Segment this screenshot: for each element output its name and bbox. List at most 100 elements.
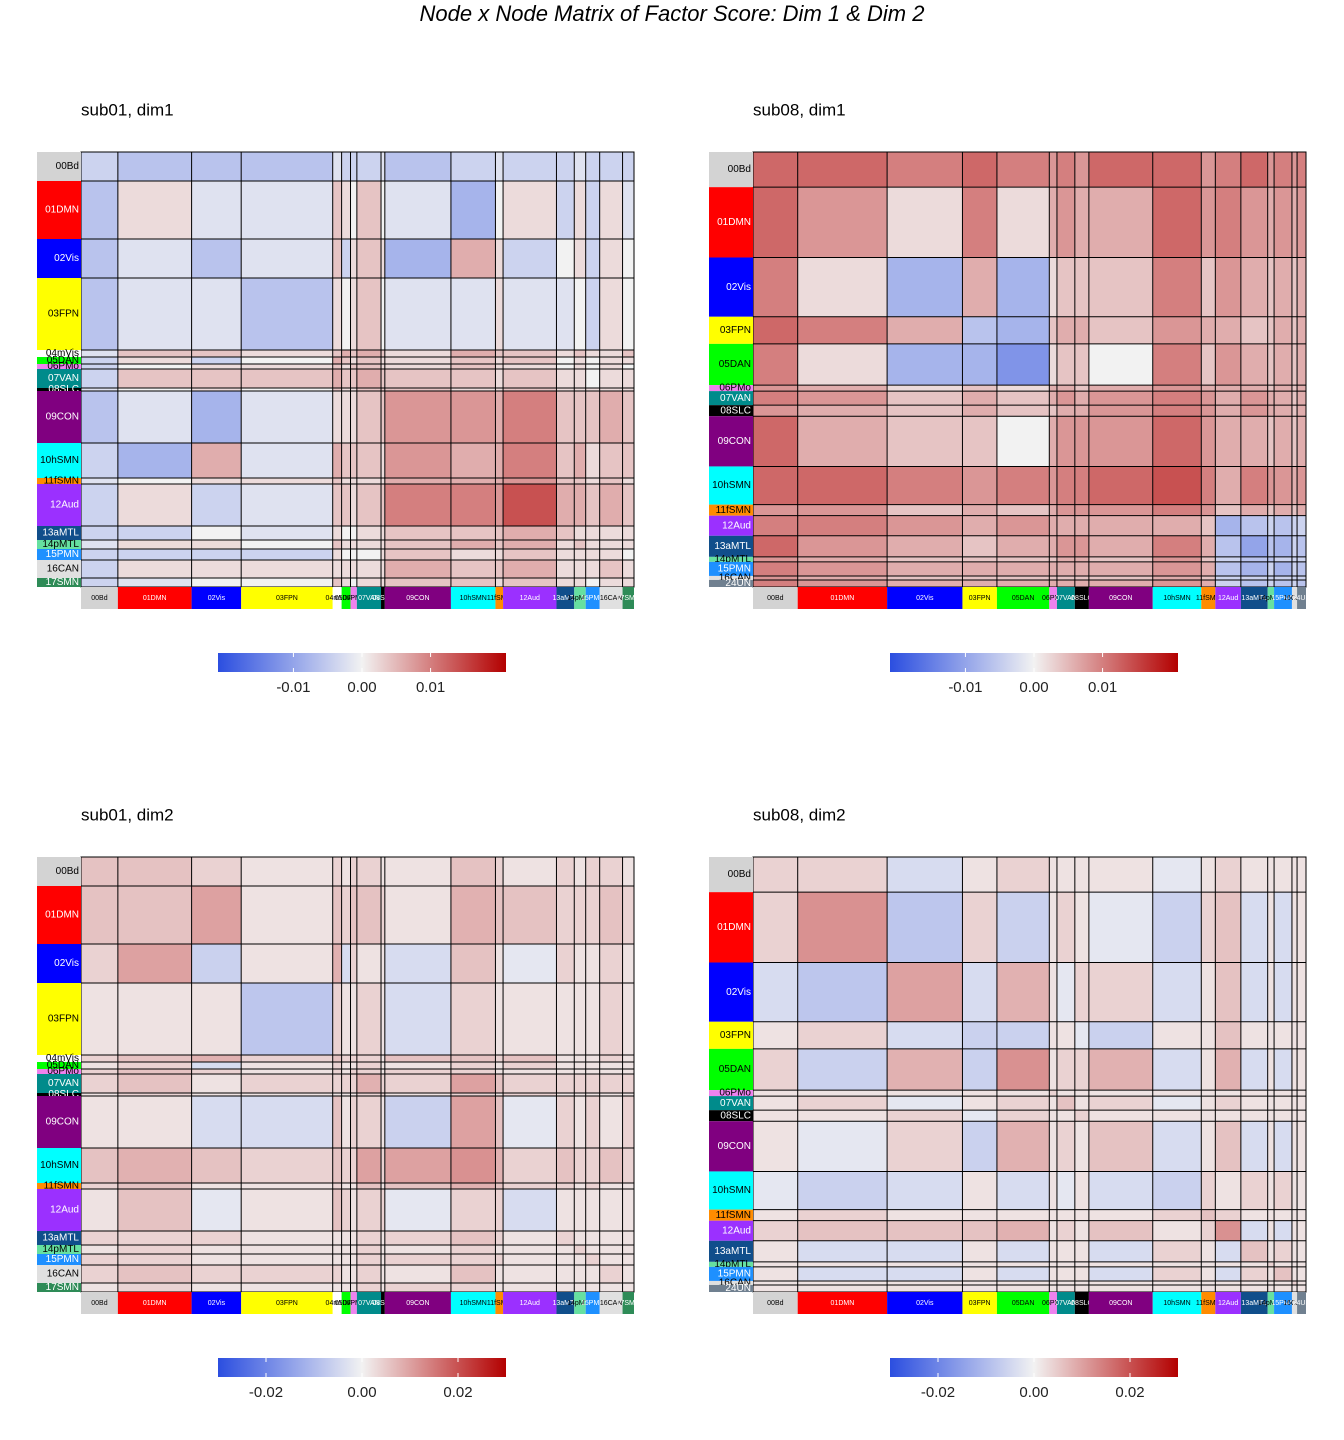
cell xyxy=(599,944,623,984)
cell xyxy=(585,350,600,358)
row-label: 10hSMN xyxy=(40,455,79,466)
cell xyxy=(1291,343,1298,386)
cell xyxy=(81,1055,119,1063)
row-label: 07VAN xyxy=(48,1078,79,1089)
row-label: 08SLC xyxy=(720,405,751,416)
cell xyxy=(332,1283,342,1293)
cell xyxy=(191,540,242,550)
row-label: 01DMN xyxy=(717,217,751,228)
cell xyxy=(495,152,504,182)
cell xyxy=(1240,1220,1268,1242)
col-label: 15PMN xyxy=(581,595,604,602)
cell xyxy=(1056,343,1076,386)
cell xyxy=(962,405,998,417)
cell xyxy=(1274,1048,1293,1091)
cell xyxy=(381,1231,386,1246)
colorbar-tick-label: 0.00 xyxy=(347,679,376,696)
col-label-box xyxy=(1297,1292,1306,1314)
cell xyxy=(81,1245,119,1255)
panel: sub08, dim200Bd00Bd01DMN01DMN02Vis02Vis0… xyxy=(709,805,1310,1401)
cell xyxy=(503,369,557,389)
cell xyxy=(241,1074,334,1094)
row-label-box xyxy=(37,1245,81,1254)
cell xyxy=(753,1280,798,1286)
cell xyxy=(332,364,342,370)
cell xyxy=(241,152,334,182)
cell xyxy=(996,1171,1050,1210)
cell xyxy=(384,239,452,279)
cell xyxy=(503,1148,557,1184)
row-label-box xyxy=(37,1231,81,1245)
cell xyxy=(1152,343,1202,386)
cell xyxy=(450,443,496,479)
cell xyxy=(622,1265,635,1284)
col-label-box xyxy=(350,587,357,609)
cell xyxy=(1267,504,1275,516)
cell xyxy=(556,181,575,240)
cell xyxy=(996,962,1050,1023)
cell xyxy=(574,278,586,351)
cell xyxy=(356,1074,382,1094)
col-label-box xyxy=(450,587,496,609)
cell xyxy=(1049,857,1058,893)
cell xyxy=(81,152,119,182)
cell xyxy=(1152,405,1202,417)
col-label-box xyxy=(556,1292,575,1314)
cell xyxy=(350,944,358,984)
cell xyxy=(962,1096,998,1111)
cell xyxy=(341,443,351,479)
colorbar-tick-label: 0.02 xyxy=(1115,1384,1144,1401)
col-label: 06PMo xyxy=(343,1300,365,1307)
cell xyxy=(241,857,334,887)
cell xyxy=(962,515,998,537)
cell xyxy=(887,535,963,558)
cell xyxy=(1297,892,1307,963)
col-label: 17SMN xyxy=(617,1300,640,1307)
cell xyxy=(1074,391,1090,406)
cell xyxy=(574,357,586,365)
col-label-box xyxy=(556,587,575,609)
cell xyxy=(556,391,575,444)
cell xyxy=(503,1245,557,1255)
col-label-box xyxy=(341,587,351,609)
cell xyxy=(622,1093,635,1097)
colorbar xyxy=(218,1358,506,1377)
col-label-box xyxy=(1088,1292,1153,1314)
cell xyxy=(556,1055,575,1063)
cell xyxy=(753,466,798,505)
col-label-box xyxy=(622,1292,634,1314)
col-label-box xyxy=(753,587,798,609)
cell xyxy=(241,578,334,588)
cell xyxy=(1297,962,1307,1023)
row-label-box xyxy=(709,1209,753,1221)
cell xyxy=(887,385,963,392)
cell xyxy=(381,369,386,389)
cell xyxy=(350,388,358,392)
row-label: 05DAN xyxy=(47,1060,79,1071)
cell xyxy=(797,152,888,188)
cell xyxy=(381,1254,386,1266)
cell xyxy=(1297,1096,1307,1111)
cell xyxy=(556,278,575,351)
cell xyxy=(191,350,242,358)
cell xyxy=(556,364,575,370)
cell xyxy=(381,886,386,945)
cell xyxy=(241,1148,334,1184)
cell xyxy=(996,1110,1050,1122)
cell xyxy=(574,239,586,279)
cell xyxy=(962,1171,998,1210)
cell xyxy=(1049,1171,1058,1210)
cell xyxy=(191,484,242,527)
cell xyxy=(1297,385,1307,392)
cell xyxy=(356,278,382,351)
cell xyxy=(1297,1220,1307,1242)
cell xyxy=(1267,343,1275,386)
cell xyxy=(1291,257,1298,318)
cell xyxy=(191,1096,242,1149)
cell xyxy=(1240,1240,1268,1263)
cell xyxy=(1267,1280,1275,1286)
cell xyxy=(503,1183,557,1190)
cell xyxy=(384,357,452,365)
cell xyxy=(556,1062,575,1070)
cell xyxy=(117,181,192,240)
